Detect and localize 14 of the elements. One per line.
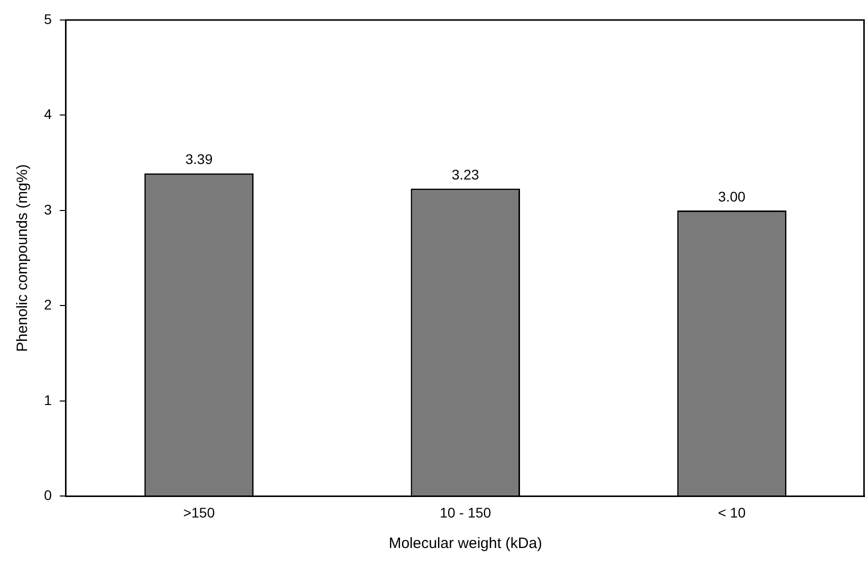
y-tick-label: 1 (44, 392, 52, 408)
x-tick-label: < 10 (718, 504, 746, 520)
y-axis-title: Phenolic compounds (mg%) (14, 164, 32, 352)
x-tick-label: >150 (183, 504, 215, 520)
x-axis-title: Molecular weight (kDa) (388, 535, 542, 552)
y-tick-label: 3 (44, 201, 52, 218)
x-tick-label: 10 - 150 (440, 504, 492, 520)
data-label: 3.23 (452, 166, 480, 182)
data-label: 3.39 (185, 151, 213, 168)
y-tick-label: 4 (44, 106, 52, 122)
y-tick-label: 0 (44, 487, 52, 504)
y-tick-label: 2 (44, 296, 52, 313)
y-tick-label: 5 (44, 10, 52, 27)
data-label: 3.00 (718, 188, 746, 204)
